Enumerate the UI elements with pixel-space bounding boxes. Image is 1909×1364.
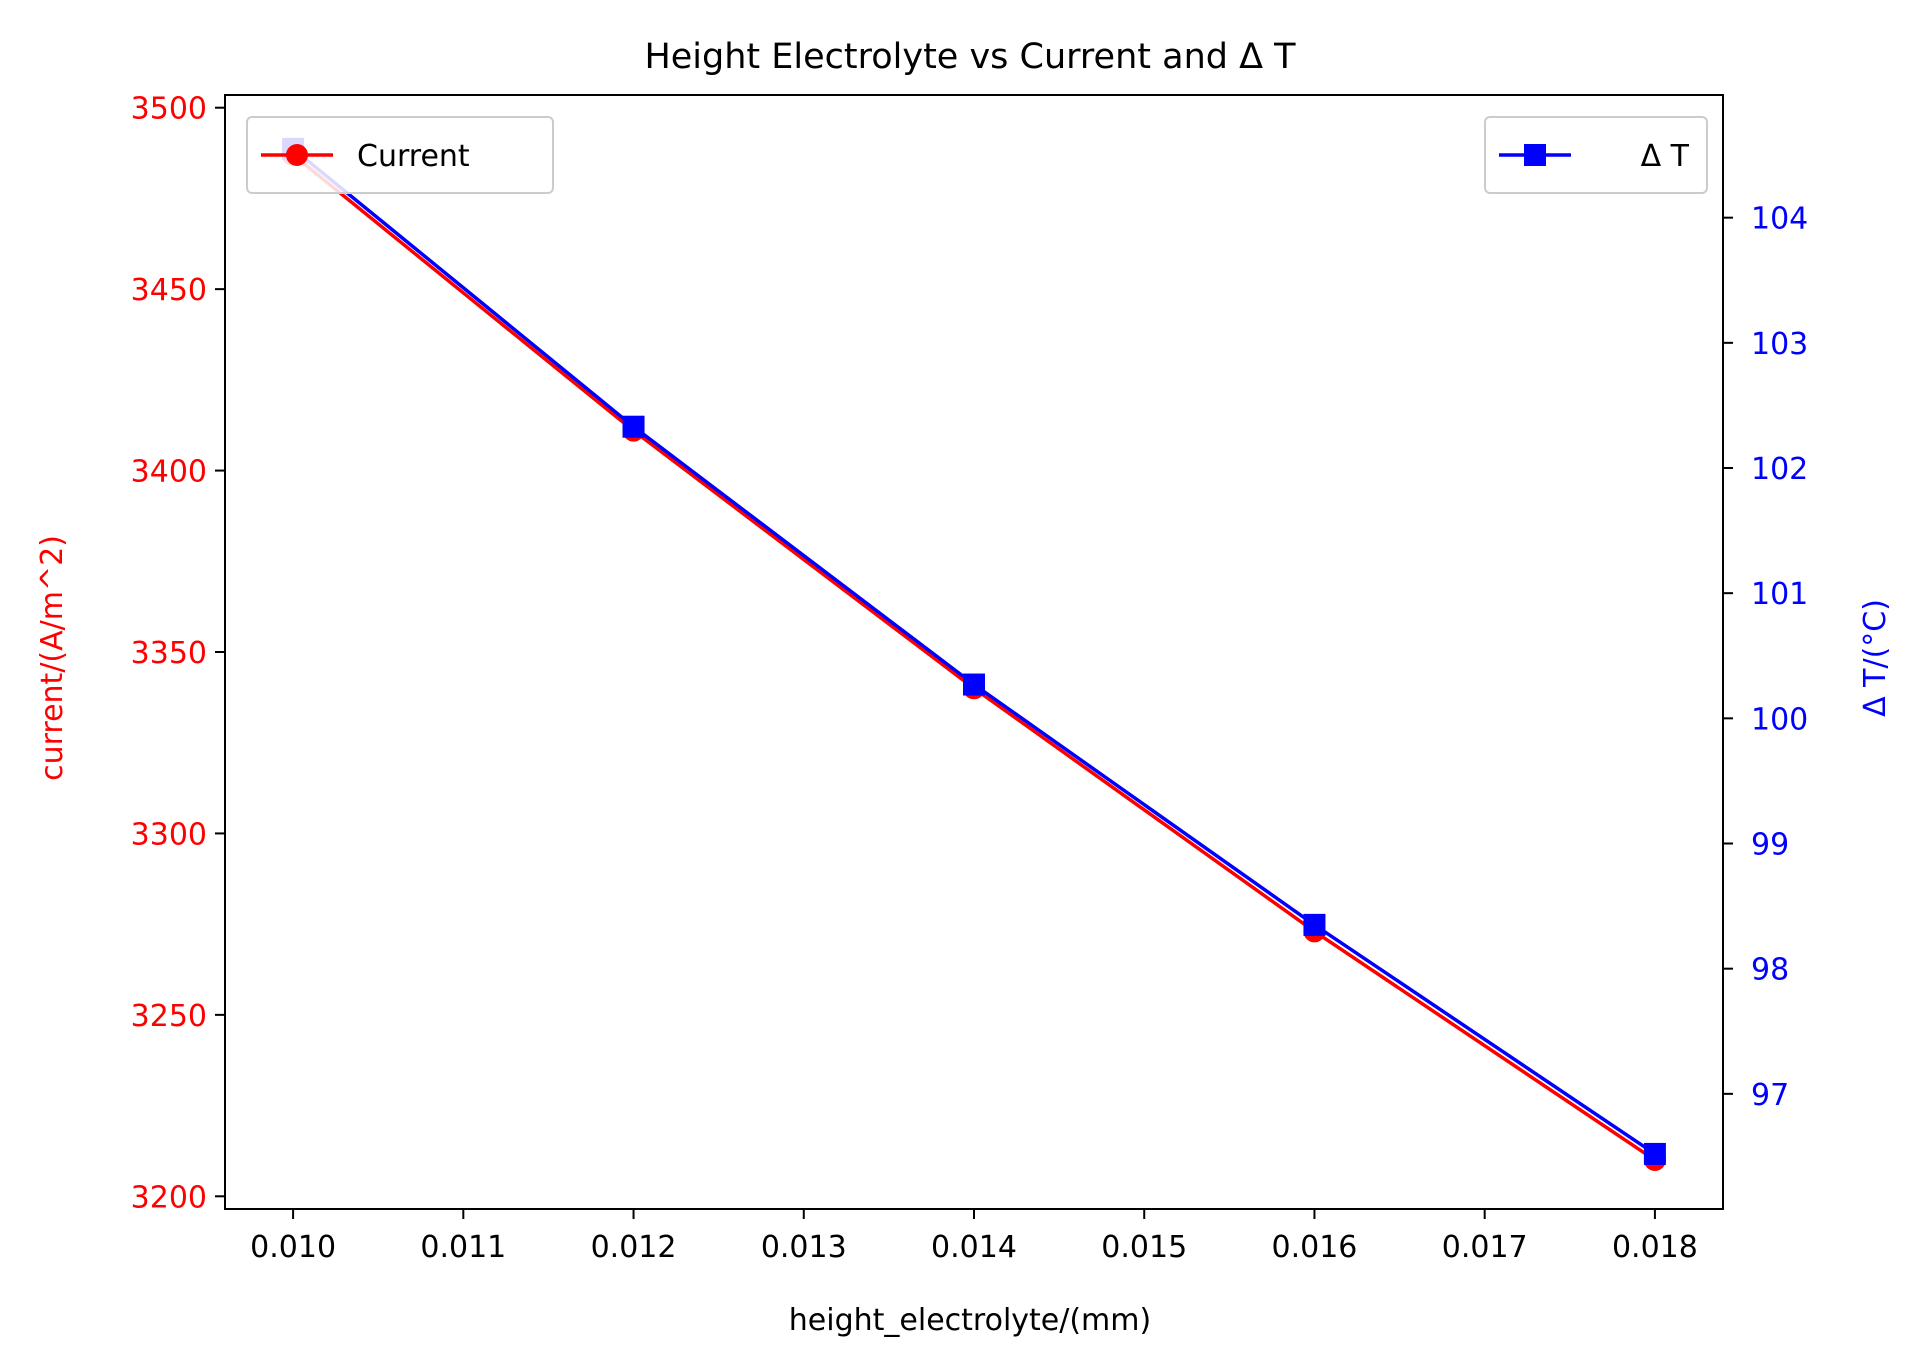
y-axis-label-right: Δ T/(°C) xyxy=(1858,599,1893,717)
y-right-tick-label-3: 100 xyxy=(1751,702,1808,737)
y-left-tick-label-4: 3400 xyxy=(131,455,207,490)
chart-title: Height Electrolyte vs Current and Δ T xyxy=(644,37,1296,77)
y-right-tick-label-1: 98 xyxy=(1751,953,1789,988)
x-tick-label-7: 0.017 xyxy=(1442,1230,1528,1265)
data-point-1-3 xyxy=(1303,913,1326,936)
x-tick-label-1: 0.011 xyxy=(420,1230,506,1265)
legends: Current Δ T xyxy=(246,116,1708,194)
x-tick-label-6: 0.016 xyxy=(1272,1230,1358,1265)
legend-0: Current xyxy=(246,116,554,194)
legend-1: Δ T xyxy=(1484,116,1708,194)
y-right-tick-label-2: 99 xyxy=(1751,828,1789,863)
x-tick-label-2: 0.012 xyxy=(591,1230,677,1265)
y-left-tick-label-3: 3350 xyxy=(131,636,207,671)
y-left-tick-label-6: 3500 xyxy=(131,92,207,127)
y-right-tick-label-7: 104 xyxy=(1751,202,1808,237)
x-tick-label-0: 0.010 xyxy=(250,1230,336,1265)
legend-marker-1 xyxy=(1524,144,1546,166)
y-right-tick-label-6: 103 xyxy=(1751,327,1808,362)
data-point-1-4 xyxy=(1643,1142,1666,1165)
y-right-tick-label-5: 102 xyxy=(1751,452,1808,487)
data-point-1-2 xyxy=(963,673,985,696)
x-tick-label-3: 0.013 xyxy=(761,1230,847,1265)
legend-label-0: Current xyxy=(357,139,470,174)
x-tick-label-8: 0.018 xyxy=(1612,1230,1698,1265)
y-left-tick-label-0: 3200 xyxy=(131,1180,207,1215)
legend-box-1 xyxy=(1484,116,1708,194)
x-axis-label: height_electrolyte/(mm) xyxy=(789,1303,1151,1338)
y-right-tick-label-0: 97 xyxy=(1751,1078,1789,1113)
x-tick-label-5: 0.015 xyxy=(1101,1230,1187,1265)
legend-box-0 xyxy=(246,116,554,194)
y-left-tick-label-5: 3450 xyxy=(131,273,207,308)
y-right-tick-label-4: 101 xyxy=(1751,577,1808,612)
legend-marker-0 xyxy=(286,144,308,166)
legend-label-1: Δ T xyxy=(1641,139,1690,174)
y-left-tick-label-2: 3300 xyxy=(131,817,207,852)
data-point-1-1 xyxy=(622,415,645,438)
y-left-tick-label-1: 3250 xyxy=(131,999,207,1034)
y-axis-label-left: current/(A/m^2) xyxy=(35,535,70,781)
axes: 0.010 0.011 0.012 0.013 0.014 0.015 0.016 0.017… xyxy=(131,92,1809,1265)
x-tick-label-4: 0.014 xyxy=(931,1230,1017,1265)
